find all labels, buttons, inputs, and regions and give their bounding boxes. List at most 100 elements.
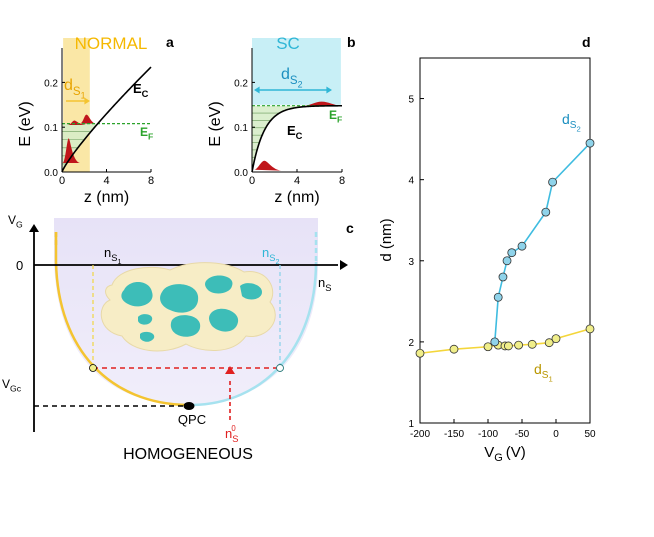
- ns1-label-subsub: 1: [117, 258, 121, 266]
- vg-label-sub: G: [16, 220, 23, 230]
- ns0-label-main: n: [225, 426, 232, 441]
- series-label-ds1-subsub: 1: [549, 374, 553, 383]
- series-label-ds2-subsub: 2: [577, 124, 581, 133]
- ec-label: EC: [133, 81, 149, 99]
- ds1-label-subsub: 1: [81, 90, 86, 100]
- qpc-point: [183, 402, 195, 410]
- x-tick-label: -150: [444, 429, 464, 440]
- plot-frame: [419, 57, 591, 424]
- ns2-point: [276, 364, 284, 372]
- ds2-label-subsub: 2: [298, 79, 303, 89]
- ds1-label-sub: S: [73, 86, 81, 98]
- series-label-ds1: dS1: [534, 361, 553, 383]
- ns-axis-arrow: [340, 260, 348, 270]
- wavefunction: [79, 114, 96, 124]
- ef-label: EF: [140, 125, 153, 142]
- ec-label-main: E: [287, 123, 296, 138]
- ns2-label-main: n: [262, 245, 269, 260]
- y-tick-label: 1: [408, 419, 414, 430]
- wavefunction: [303, 101, 341, 106]
- x-tick-label: 0: [553, 429, 559, 440]
- normal-boundary: [54, 232, 189, 407]
- ns2-label-subsub: 2: [275, 258, 279, 266]
- ds-band: [252, 38, 341, 105]
- ds1-arrowhead: [84, 97, 90, 105]
- data-point: [507, 248, 517, 258]
- ds2-arrowhead-left: [254, 86, 260, 94]
- x-tick-label: 8: [148, 175, 154, 187]
- panel-title: SC: [276, 34, 300, 53]
- panel-title: NORMAL: [75, 34, 148, 53]
- ns0-arrowhead: [225, 366, 235, 374]
- y-tick-label: 3: [408, 257, 414, 268]
- x-axis-label-unit: (V): [506, 444, 526, 461]
- data-point: [493, 292, 503, 302]
- ns-axis-label-sub: S: [325, 283, 331, 293]
- y-axis-label: E (eV): [17, 101, 34, 146]
- ns0-label: nS0: [225, 424, 238, 444]
- ns0-label-sub: S: [232, 434, 238, 444]
- x-axis-label: z (nm): [84, 189, 129, 206]
- series-label-ds2-sub: S: [570, 120, 577, 131]
- ef-label-sub: F: [148, 132, 153, 142]
- superconducting-island: [138, 314, 153, 325]
- superconducting-island: [170, 315, 201, 337]
- vgc-label-sub: Gc: [10, 384, 22, 394]
- y-tick-label: 5: [408, 95, 414, 106]
- y-axis-label: d (nm): [378, 218, 395, 261]
- ec-label: EC: [287, 123, 303, 141]
- ns1-point: [89, 364, 97, 372]
- x-tick-label: 4: [294, 175, 300, 187]
- series-label-ds1-sub: S: [542, 370, 549, 381]
- series-label-ds2: dS2: [562, 111, 581, 133]
- data-point: [544, 338, 554, 348]
- data-point: [527, 339, 537, 349]
- conduction-band-curve: [61, 66, 152, 173]
- data-point: [585, 324, 595, 334]
- ef-label: EF: [329, 108, 342, 125]
- ds1-label-main: d: [64, 77, 73, 94]
- series-line: [494, 142, 591, 342]
- vg-label: VG: [8, 213, 23, 230]
- y-tick-label: 0.0: [44, 168, 58, 179]
- x-axis-label: VG (V): [484, 444, 526, 464]
- panel-letter: c: [346, 220, 354, 236]
- data-point: [503, 341, 513, 351]
- superconducting-island: [209, 308, 239, 332]
- inhomogeneous-blob: [100, 262, 276, 352]
- series-1: [490, 138, 595, 347]
- ds1-label: dS1: [64, 77, 86, 100]
- ns1-label-sub: S: [111, 253, 117, 263]
- vg-label-main: V: [8, 213, 16, 227]
- data-point: [585, 138, 595, 148]
- panel-letter: d: [582, 34, 591, 50]
- data-point: [449, 344, 459, 354]
- data-point: [551, 334, 561, 344]
- ds2-arrowhead-right: [326, 86, 332, 94]
- homogeneous-caption: HOMOGENEOUS: [123, 446, 253, 463]
- ec-label-main: E: [133, 81, 142, 96]
- ns2-label: nS2: [262, 245, 279, 266]
- data-point: [498, 272, 508, 282]
- wavefunction: [62, 138, 80, 164]
- ns0-label-sup: 0: [231, 424, 236, 433]
- ds2-label: dS2: [281, 66, 303, 89]
- filled-states: [62, 123, 98, 172]
- y-axis-label: E (eV): [207, 101, 224, 146]
- y-tick-label: 0.2: [44, 78, 58, 89]
- panel-letter: b: [347, 34, 356, 50]
- x-tick-label: 8: [339, 175, 345, 187]
- superconducting-island: [121, 281, 153, 307]
- x-axis-label-main: V: [484, 444, 494, 461]
- vgc-label-main: V: [2, 377, 10, 391]
- superconducting-island: [160, 284, 199, 313]
- ec-label-sub: C: [296, 131, 303, 141]
- ds2-label-main: d: [281, 66, 290, 83]
- x-axis-label-sub: G: [494, 452, 503, 464]
- data-point: [415, 348, 425, 358]
- superconducting-island: [240, 283, 262, 300]
